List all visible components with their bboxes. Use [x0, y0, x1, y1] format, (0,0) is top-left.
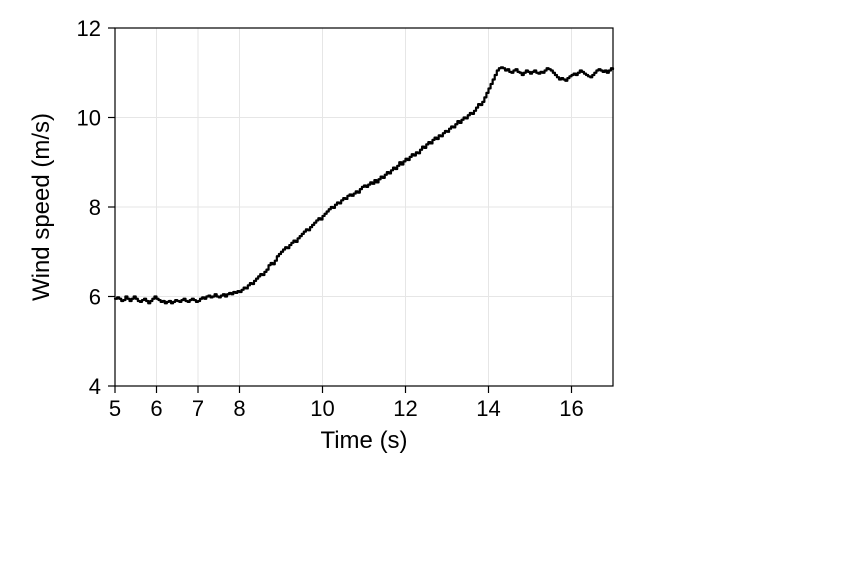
x-tick-label: 12 — [393, 396, 417, 421]
x-tick-label: 7 — [192, 396, 204, 421]
wind-speed-chart: 5 6 7 8 10 12 14 16 4 6 8 10 12 Time (s) Wind speed (m… — [0, 0, 857, 583]
y-tick-label: 8 — [89, 195, 101, 220]
x-axis-label: Time (s) — [320, 427, 407, 454]
x-tick-label: 5 — [109, 396, 121, 421]
x-tick-label: 6 — [150, 396, 162, 421]
y-tick-label: 4 — [89, 374, 101, 399]
y-axis-label: Wind speed (m/s) — [28, 113, 55, 301]
x-tick-label: 10 — [310, 396, 334, 421]
y-tick-label: 12 — [77, 16, 101, 41]
x-tick-label: 8 — [233, 396, 245, 421]
y-tick-label: 10 — [77, 106, 101, 131]
y-tick-label: 6 — [89, 285, 101, 310]
chart-svg: 5 6 7 8 10 12 14 16 4 6 8 10 12 Time (s) Wind speed (m… — [0, 0, 857, 583]
x-tick-label: 14 — [476, 396, 500, 421]
x-tick-label: 16 — [559, 396, 583, 421]
